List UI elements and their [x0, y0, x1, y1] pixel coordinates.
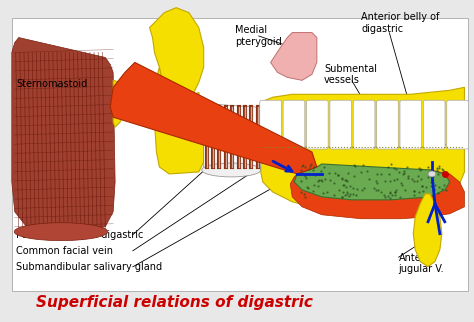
- Text: Posterior belly of digastric: Posterior belly of digastric: [16, 230, 144, 240]
- Text: Sternomastoid: Sternomastoid: [16, 79, 88, 89]
- Text: Submental
vessels: Submental vessels: [324, 64, 377, 85]
- Polygon shape: [258, 144, 465, 210]
- Polygon shape: [110, 62, 317, 174]
- Text: Common facial vein: Common facial vein: [16, 246, 113, 256]
- FancyBboxPatch shape: [283, 100, 305, 149]
- Text: Submandibular salivary gland: Submandibular salivary gland: [16, 262, 162, 272]
- Polygon shape: [271, 33, 317, 80]
- Polygon shape: [12, 38, 115, 234]
- FancyBboxPatch shape: [423, 100, 445, 149]
- FancyBboxPatch shape: [307, 100, 328, 149]
- FancyBboxPatch shape: [260, 100, 282, 149]
- FancyBboxPatch shape: [377, 100, 398, 149]
- FancyBboxPatch shape: [330, 100, 352, 149]
- Polygon shape: [294, 164, 450, 200]
- Polygon shape: [204, 104, 261, 174]
- Polygon shape: [113, 80, 127, 127]
- FancyBboxPatch shape: [353, 100, 375, 149]
- Text: Medial
pterygoid: Medial pterygoid: [236, 25, 282, 47]
- Ellipse shape: [202, 163, 261, 177]
- Ellipse shape: [428, 171, 436, 177]
- Ellipse shape: [14, 223, 108, 241]
- Polygon shape: [155, 67, 204, 174]
- Text: Anterior
jugular V.: Anterior jugular V.: [399, 253, 444, 274]
- Text: Superficial relations of digastric: Superficial relations of digastric: [36, 295, 313, 309]
- Bar: [12, 18, 468, 291]
- Text: masseter: masseter: [212, 124, 261, 134]
- Polygon shape: [290, 170, 465, 219]
- Polygon shape: [413, 194, 442, 267]
- Text: Mastoid
process: Mastoid process: [133, 96, 171, 117]
- Polygon shape: [258, 87, 465, 147]
- FancyBboxPatch shape: [400, 100, 422, 149]
- Polygon shape: [150, 8, 204, 97]
- FancyBboxPatch shape: [447, 100, 468, 149]
- Text: Anterior belly of
digastric: Anterior belly of digastric: [361, 12, 440, 34]
